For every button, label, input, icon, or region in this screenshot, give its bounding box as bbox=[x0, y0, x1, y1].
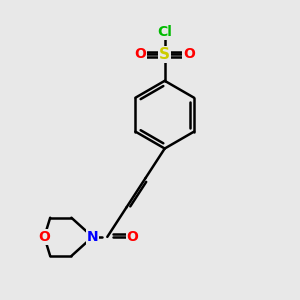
Text: O: O bbox=[135, 47, 146, 61]
Text: O: O bbox=[126, 230, 138, 244]
Text: N: N bbox=[87, 230, 98, 244]
Text: O: O bbox=[38, 230, 50, 244]
Text: Cl: Cl bbox=[157, 25, 172, 39]
Text: S: S bbox=[159, 47, 170, 62]
Text: O: O bbox=[183, 47, 195, 61]
